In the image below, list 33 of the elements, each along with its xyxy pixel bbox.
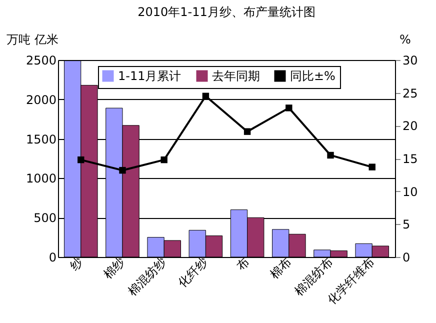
y-axis-title: 万吨 亿米 (6, 32, 58, 46)
point (327, 152, 334, 159)
point (286, 104, 292, 112)
y2-tick-label: 20 (402, 119, 418, 134)
y2-axis-title: % (400, 32, 411, 46)
y-tick-label: 1000 (26, 172, 56, 186)
y2-tick-label: 25 (402, 86, 418, 100)
y-tick-label: 500 (34, 211, 56, 226)
point (78, 156, 84, 164)
y2-tick-label: 10 (402, 184, 418, 199)
y-tick-label: 2500 (26, 54, 56, 68)
x-tick-label: 棉布 (266, 254, 294, 282)
point (160, 156, 168, 164)
x-tick-label: 布 (234, 254, 252, 273)
point (368, 164, 376, 170)
legend-label: 同比±% (290, 69, 336, 83)
x-tick-label: 纱 (67, 254, 86, 273)
legend-label: 去年同期 (212, 69, 260, 83)
point (202, 92, 210, 100)
y2-tick-label: 15 (402, 152, 418, 166)
legend-label: 1-11月累计 (118, 69, 182, 83)
y-tick-label: 2000 (26, 92, 56, 107)
x-tick-label: 棉混纺纱 (125, 254, 170, 298)
y-tick-label: 0 (48, 250, 56, 264)
chart-title: 2010年1-11月纱、布产量统计图 (138, 5, 316, 19)
point (119, 166, 126, 174)
point (244, 128, 251, 135)
x-tick-label: 棉纱 (100, 254, 128, 282)
x-tick-label: 化纤纱 (175, 254, 211, 290)
y2-tick-label: 0 (402, 250, 410, 264)
y2-tick-label: 5 (402, 218, 410, 232)
y-tick-label: 1500 (26, 132, 56, 146)
y2-tick-label: 30 (402, 54, 418, 68)
